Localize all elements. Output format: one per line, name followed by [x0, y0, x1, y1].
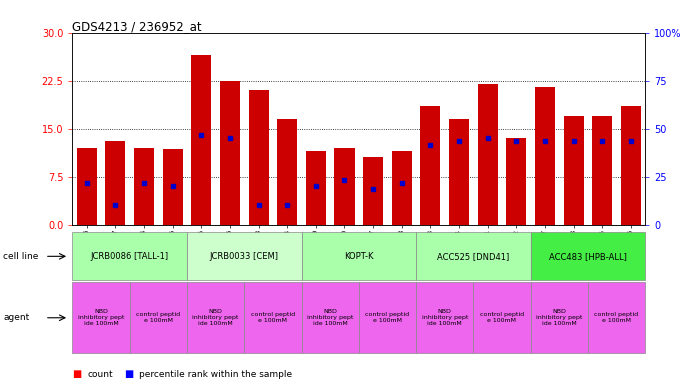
Bar [335, 148, 355, 225]
Text: control peptid
e 100mM: control peptid e 100mM [251, 312, 295, 323]
Text: JCRB0033 [CEM]: JCRB0033 [CEM] [210, 252, 279, 261]
Bar [535, 87, 555, 225]
Bar [277, 119, 297, 225]
Bar [621, 106, 641, 225]
Bar [220, 81, 240, 225]
Bar [392, 151, 412, 225]
Text: control peptid
e 100mM: control peptid e 100mM [137, 312, 180, 323]
Text: NBD
inhibitory pept
ide 100mM: NBD inhibitory pept ide 100mM [78, 310, 124, 326]
Text: NBD
inhibitory pept
ide 100mM: NBD inhibitory pept ide 100mM [536, 310, 582, 326]
Text: ■: ■ [72, 369, 81, 379]
Text: GDS4213 / 236952_at: GDS4213 / 236952_at [72, 20, 202, 33]
Bar [306, 151, 326, 225]
Bar [248, 90, 268, 225]
Text: agent: agent [3, 313, 30, 322]
Bar [592, 116, 612, 225]
Text: ACC483 [HPB-ALL]: ACC483 [HPB-ALL] [549, 252, 627, 261]
Text: ACC525 [DND41]: ACC525 [DND41] [437, 252, 509, 261]
Text: JCRB0086 [TALL-1]: JCRB0086 [TALL-1] [90, 252, 169, 261]
Bar [106, 141, 126, 225]
Text: NBD
inhibitory pept
ide 100mM: NBD inhibitory pept ide 100mM [307, 310, 353, 326]
Bar [420, 106, 440, 225]
Text: cell line: cell line [3, 252, 39, 261]
Text: percentile rank within the sample: percentile rank within the sample [139, 370, 293, 379]
Bar [363, 157, 383, 225]
Bar [77, 148, 97, 225]
Text: KOPT-K: KOPT-K [344, 252, 373, 261]
Bar [134, 148, 154, 225]
Text: NBD
inhibitory pept
ide 100mM: NBD inhibitory pept ide 100mM [422, 310, 468, 326]
Bar [191, 55, 211, 225]
Text: ■: ■ [124, 369, 133, 379]
Bar [163, 149, 183, 225]
Text: count: count [88, 370, 113, 379]
Bar [564, 116, 584, 225]
Text: control peptid
e 100mM: control peptid e 100mM [480, 312, 524, 323]
Text: NBD
inhibitory pept
ide 100mM: NBD inhibitory pept ide 100mM [193, 310, 239, 326]
Text: control peptid
e 100mM: control peptid e 100mM [366, 312, 409, 323]
Bar [506, 138, 526, 225]
Bar [477, 84, 497, 225]
Text: control peptid
e 100mM: control peptid e 100mM [595, 312, 638, 323]
Bar [449, 119, 469, 225]
